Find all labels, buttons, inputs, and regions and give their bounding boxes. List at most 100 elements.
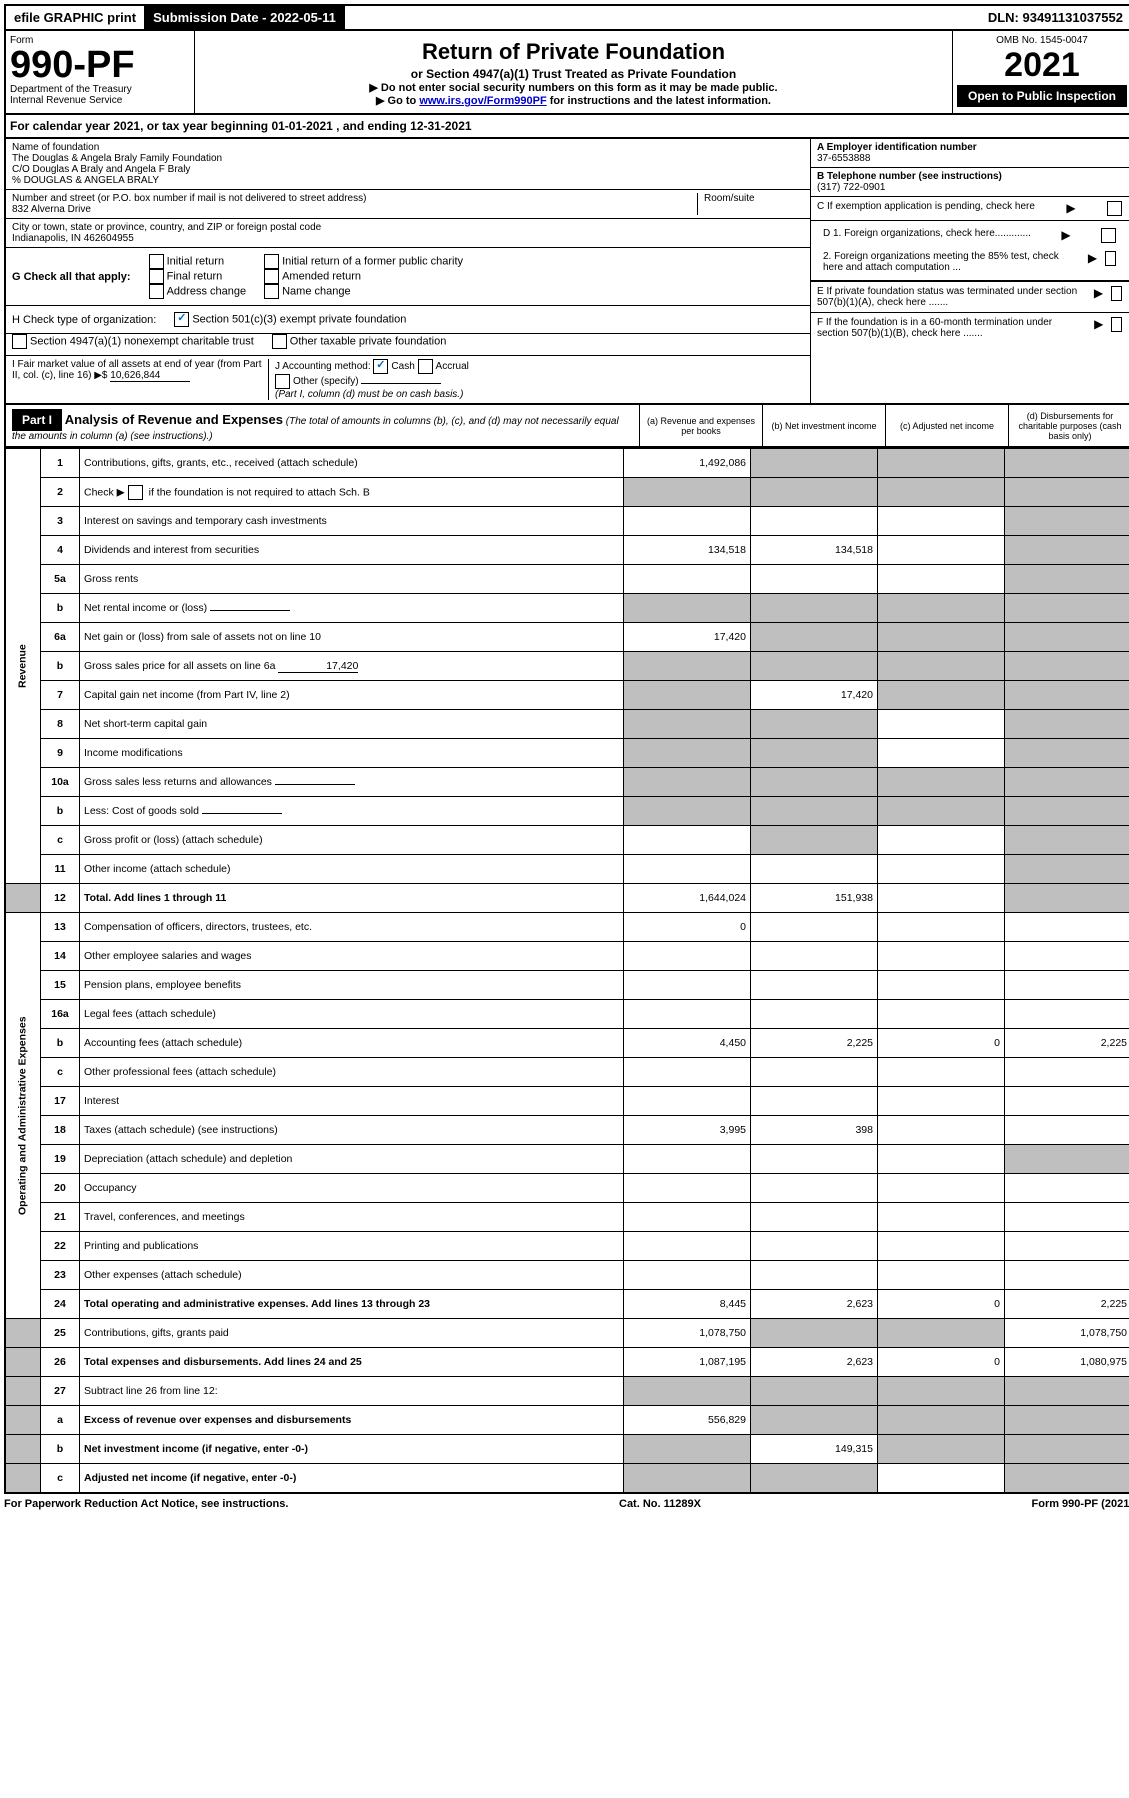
row-27c-label: Adjusted net income (if negative, enter … xyxy=(80,1464,624,1494)
row-27b-label: Net investment income (if negative, ente… xyxy=(80,1435,624,1464)
row-25-label: Contributions, gifts, grants paid xyxy=(80,1319,624,1348)
final-return-checkbox[interactable] xyxy=(149,269,164,284)
row-8-label: Net short-term capital gain xyxy=(80,710,624,739)
r18-b: 398 xyxy=(751,1116,878,1145)
row-22-label: Printing and publications xyxy=(80,1232,624,1261)
row-20-label: Occupancy xyxy=(80,1174,624,1203)
col-d-header: (d) Disbursements for charitable purpose… xyxy=(1008,405,1129,446)
c-checkbox[interactable] xyxy=(1107,201,1122,216)
col-c-header: (c) Adjusted net income xyxy=(885,405,1008,446)
part1-header: Part I Analysis of Revenue and Expenses … xyxy=(4,405,1129,448)
revenue-side-label: Revenue xyxy=(5,449,41,884)
4947-checkbox[interactable] xyxy=(12,334,27,349)
r26-b: 2,623 xyxy=(751,1348,878,1377)
r4-b: 134,518 xyxy=(751,536,878,565)
efile-label[interactable]: efile GRAPHIC print xyxy=(6,6,145,29)
other-taxable-checkbox[interactable] xyxy=(272,334,287,349)
e-checkbox[interactable] xyxy=(1111,286,1122,301)
d2-checkbox[interactable] xyxy=(1105,251,1116,266)
r16b-c: 0 xyxy=(878,1029,1005,1058)
row-13-label: Compensation of officers, directors, tru… xyxy=(80,913,624,942)
row-24-label: Total operating and administrative expen… xyxy=(80,1290,624,1319)
f-checkbox[interactable] xyxy=(1111,317,1122,332)
tel-value: (317) 722-0901 xyxy=(817,182,885,193)
open-public: Open to Public Inspection xyxy=(957,85,1127,107)
accrual-checkbox[interactable] xyxy=(418,359,433,374)
subtitle-2: ▶ Do not enter social security numbers o… xyxy=(201,81,946,94)
calendar-year: For calendar year 2021, or tax year begi… xyxy=(4,115,1129,139)
dln: DLN: 93491131037552 xyxy=(980,6,1129,29)
top-bar: efile GRAPHIC print Submission Date - 20… xyxy=(4,4,1129,31)
initial-return-checkbox[interactable] xyxy=(149,254,164,269)
row-6b-label: Gross sales price for all assets on line… xyxy=(80,652,624,681)
dept-label: Department of the Treasury xyxy=(10,84,190,95)
row-12-label: Total. Add lines 1 through 11 xyxy=(80,884,624,913)
row-16a-label: Legal fees (attach schedule) xyxy=(80,1000,624,1029)
j-label: J Accounting method: xyxy=(275,361,371,372)
row-2-label: Check ▶ if the foundation is not require… xyxy=(80,478,624,507)
other-method-checkbox[interactable] xyxy=(275,374,290,389)
f-label: F If the foundation is in a 60-month ter… xyxy=(817,317,1086,339)
omb-number: OMB No. 1545-0047 xyxy=(957,35,1127,46)
row-10b-label: Less: Cost of goods sold xyxy=(80,797,624,826)
row-19-label: Depreciation (attach schedule) and deple… xyxy=(80,1145,624,1174)
cash-checkbox[interactable]: ✓ xyxy=(373,359,388,374)
r12-a: 1,644,024 xyxy=(624,884,751,913)
form-footer: Form 990-PF (2021) xyxy=(1032,1498,1129,1510)
sch-b-checkbox[interactable] xyxy=(128,485,143,500)
name-change-checkbox[interactable] xyxy=(264,284,279,299)
r26-d: 1,080,975 xyxy=(1005,1348,1129,1377)
tax-year: 2021 xyxy=(957,46,1127,85)
form-number: 990-PF xyxy=(10,46,190,84)
row-16c-label: Other professional fees (attach schedule… xyxy=(80,1058,624,1087)
care-of-2: % DOUGLAS & ANGELA BRALY xyxy=(12,175,804,186)
r6a-a: 17,420 xyxy=(624,623,751,652)
row-7-label: Capital gain net income (from Part IV, l… xyxy=(80,681,624,710)
r12-b: 151,938 xyxy=(751,884,878,913)
r16b-b: 2,225 xyxy=(751,1029,878,1058)
analysis-title: Analysis of Revenue and Expenses xyxy=(65,412,283,427)
r26-c: 0 xyxy=(878,1348,1005,1377)
submission-date: Submission Date - 2022-05-11 xyxy=(145,6,345,29)
row-3-label: Interest on savings and temporary cash i… xyxy=(80,507,624,536)
row-26-label: Total expenses and disbursements. Add li… xyxy=(80,1348,624,1377)
r25-a: 1,078,750 xyxy=(624,1319,751,1348)
form-header: Form 990-PF Department of the Treasury I… xyxy=(4,31,1129,115)
r24-c: 0 xyxy=(878,1290,1005,1319)
d1-label: D 1. Foreign organizations, check here..… xyxy=(823,228,1031,243)
row-15-label: Pension plans, employee benefits xyxy=(80,971,624,1000)
r26-a: 1,087,195 xyxy=(624,1348,751,1377)
r1-a: 1,492,086 xyxy=(624,449,751,478)
row-10c-label: Gross profit or (loss) (attach schedule) xyxy=(80,826,624,855)
j-note: (Part I, column (d) must be on cash basi… xyxy=(275,389,463,400)
501c3-checkbox[interactable]: ✓ xyxy=(174,312,189,327)
ein-value: 37-6553888 xyxy=(817,153,870,164)
former-charity-checkbox[interactable] xyxy=(264,254,279,269)
amended-return-checkbox[interactable] xyxy=(264,269,279,284)
g-label: G Check all that apply: xyxy=(12,271,131,283)
h-label: H Check type of organization: xyxy=(12,314,156,326)
r25-d: 1,078,750 xyxy=(1005,1319,1129,1348)
e-label: E If private foundation status was termi… xyxy=(817,286,1086,308)
address-change-checkbox[interactable] xyxy=(149,284,164,299)
room-label: Room/suite xyxy=(697,193,804,215)
row-5a-label: Gross rents xyxy=(80,565,624,594)
r16b-a: 4,450 xyxy=(624,1029,751,1058)
tel-label: B Telephone number (see instructions) xyxy=(817,171,1002,182)
row-4-label: Dividends and interest from securities xyxy=(80,536,624,565)
row-5b-label: Net rental income or (loss) xyxy=(80,594,624,623)
fmv-value: 10,626,844 xyxy=(110,370,190,382)
r24-a: 8,445 xyxy=(624,1290,751,1319)
care-of-1: C/O Douglas A Braly and Angela F Braly xyxy=(12,164,804,175)
r4-a: 134,518 xyxy=(624,536,751,565)
row-1-label: Contributions, gifts, grants, etc., rece… xyxy=(80,449,624,478)
instructions-link[interactable]: www.irs.gov/Form990PF xyxy=(419,95,546,107)
paperwork-notice: For Paperwork Reduction Act Notice, see … xyxy=(4,1498,288,1510)
cat-number: Cat. No. 11289X xyxy=(619,1498,701,1510)
d2-label: 2. Foreign organizations meeting the 85%… xyxy=(823,251,1080,273)
irs-label: Internal Revenue Service xyxy=(10,95,190,106)
r16b-d: 2,225 xyxy=(1005,1029,1129,1058)
d1-checkbox[interactable] xyxy=(1101,228,1116,243)
city-value: Indianapolis, IN 462604955 xyxy=(12,233,804,244)
row-17-label: Interest xyxy=(80,1087,624,1116)
